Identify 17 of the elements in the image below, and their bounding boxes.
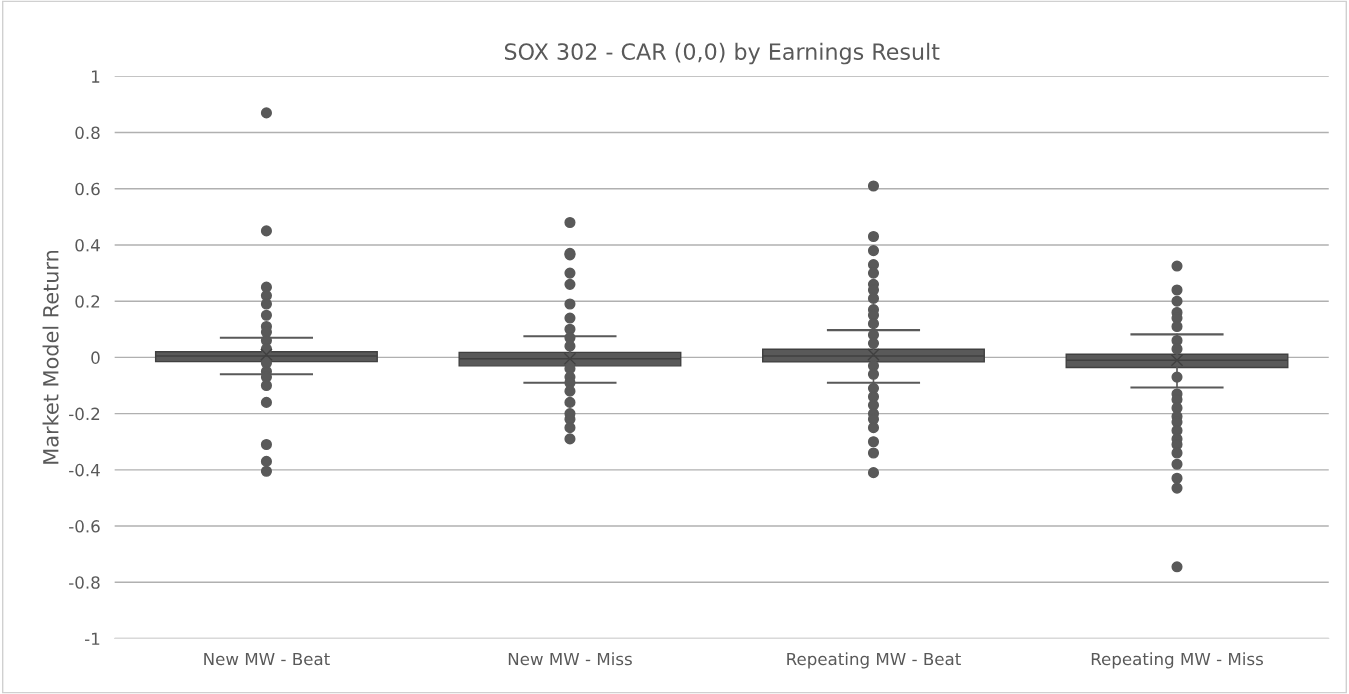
y-tick-label: -0.8	[69, 576, 100, 589]
x-tick-label: New MW - Beat	[204, 652, 330, 666]
y-tick-label: 0.2	[75, 295, 100, 308]
y-tick-label: 0	[91, 351, 100, 364]
y-tick-label: 0.4	[75, 238, 100, 252]
y-tick-label: -1	[84, 632, 100, 645]
chart-title: SOX 302 - CAR (0,0) by Earnings Result	[504, 42, 940, 65]
x-tick-label: Repeating MW - Miss	[1091, 652, 1263, 669]
y-tick-label: 0.6	[75, 182, 100, 196]
y-tick-label: 1	[92, 70, 100, 83]
y-tick-label: -0.6	[69, 520, 100, 533]
y-tick-label: -0.4	[69, 463, 100, 477]
x-tick-label: New MW - Miss	[508, 652, 632, 666]
y-tick-label: 0.8	[75, 126, 100, 140]
x-tick-label: Repeating MW - Beat	[787, 652, 961, 669]
y-tick-label: -0.2	[69, 407, 100, 421]
y-axis-title: Market Model Return	[42, 250, 59, 464]
